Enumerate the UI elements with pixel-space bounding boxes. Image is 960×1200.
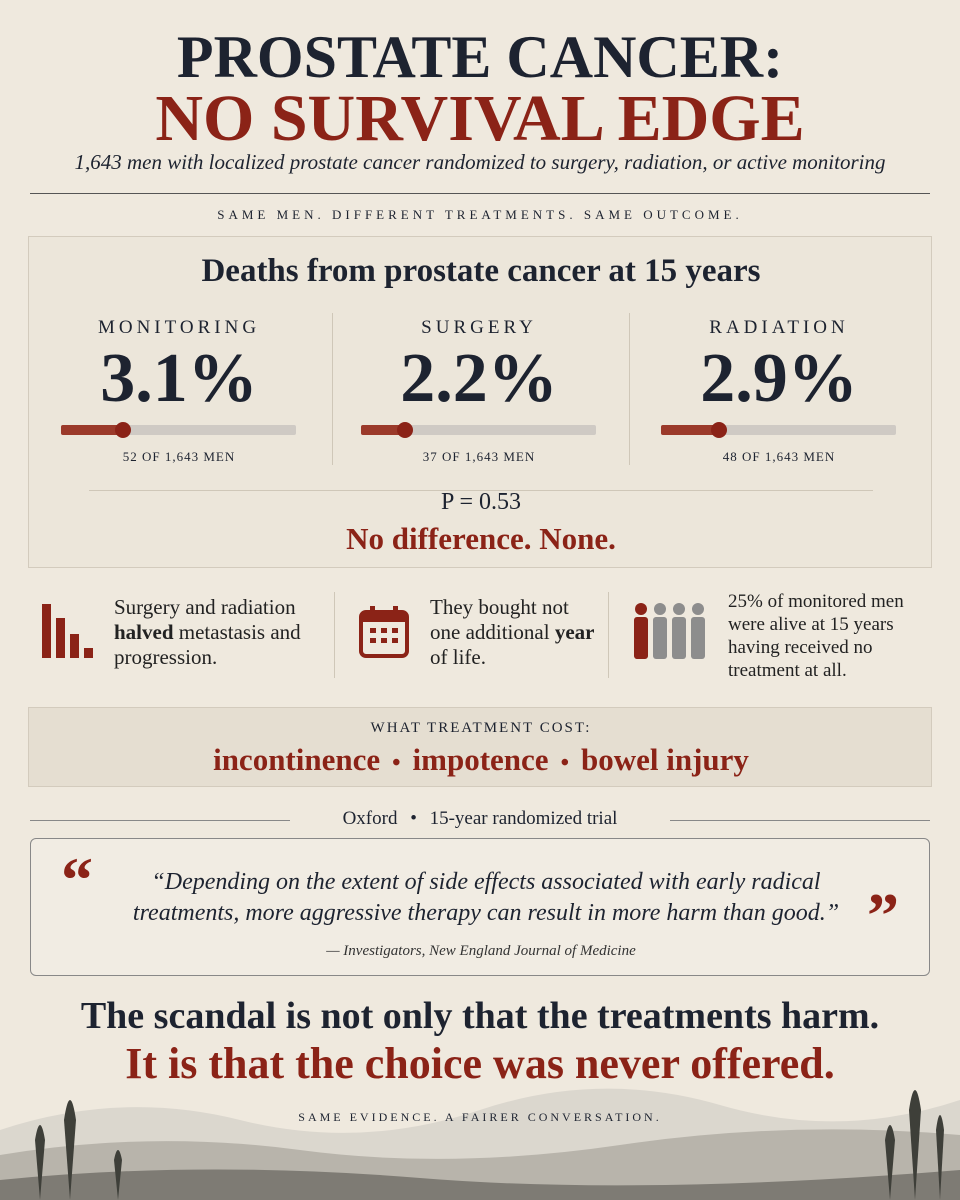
cost-separator: • (560, 750, 569, 776)
quote-attribution: — Investigators, New England Journal of … (326, 943, 636, 959)
bar-icon (42, 604, 93, 658)
divider (30, 193, 930, 194)
group-name: MONITORING (97, 317, 261, 338)
divider (89, 490, 873, 491)
groups: MONITORING 3.1% 52 OF 1,643 MEN SURGERY 2.2%… (29, 311, 933, 471)
fact-emphasis: halved (114, 620, 174, 644)
closing-footer: SAME EVIDENCE. A FAIRER CONVERSATION. (298, 1110, 662, 1124)
separator (332, 313, 333, 465)
title-line-2: NO SURVIVAL EDGE (155, 82, 805, 155)
subtitle: 1,643 men with localized prostate cancer… (74, 150, 886, 174)
source: Oxford • 15-year randomized trial (0, 808, 960, 830)
bar-marker (397, 422, 413, 438)
fact-emphasis: year (554, 620, 595, 644)
separator (334, 592, 335, 678)
quote-close: ” (867, 880, 899, 951)
fact-text: metastasis and progression. (114, 620, 301, 669)
bar-track (61, 422, 296, 438)
fact: They bought not one additional year of l… (430, 595, 595, 670)
fact: Surgery and radiation halved metastasis … (114, 595, 319, 670)
cost-panel: WHAT TREATMENT COST: incontinence • impote… (28, 707, 932, 787)
cost-item: impotence (412, 742, 549, 777)
closing-line-2: It is that the choice was never offered. (125, 1039, 835, 1088)
group-count: 52 OF 1,643 MEN (122, 449, 236, 464)
fact-text: 25% of monitored men were alive at 15 ye… (728, 591, 904, 681)
group-name: RADIATION (709, 317, 849, 338)
people-icon (634, 603, 705, 659)
landscape (0, 1088, 960, 1200)
fact-text: Surgery and radiation (114, 595, 296, 619)
group-count: 48 OF 1,643 MEN (722, 449, 836, 464)
bar-track (361, 422, 596, 438)
cost-item: bowel injury (580, 742, 749, 777)
cost-label: WHAT TREATMENT COST: (370, 720, 592, 736)
verdict: No difference. None. (346, 521, 616, 556)
group-name: SURGERY (421, 317, 537, 338)
group-value: 2.2% (400, 340, 558, 417)
separator (608, 592, 609, 678)
divider (670, 820, 930, 821)
source-name: Oxford (342, 808, 398, 829)
bar (661, 425, 719, 435)
fact: 25% of monitored men were alive at 15 ye… (728, 590, 928, 682)
cost-item: incontinence (213, 742, 381, 777)
closing-line-1: The scandal is not only that the treatme… (80, 995, 880, 1037)
bar-marker (115, 422, 131, 438)
group-count: 37 OF 1,643 MEN (422, 449, 536, 464)
fact-text: They bought not one additional (430, 595, 569, 644)
quote-text: “Depending on the extent of side effects… (132, 869, 840, 926)
bar (361, 425, 405, 435)
bar (61, 425, 123, 435)
divider (30, 820, 290, 821)
deaths-heading: Deaths from prostate cancer at 15 years (201, 253, 761, 289)
cost-separator: • (392, 750, 401, 776)
deaths-panel: Deaths from prostate cancer at 15 years … (28, 236, 932, 568)
fact-text: of life. (430, 645, 486, 669)
quote-panel: “ ” “Depending on the extent of side eff… (30, 838, 930, 976)
cost-items: incontinence • impotence • bowel injury (29, 742, 933, 778)
quote-open: “ (61, 844, 93, 915)
group-value: 2.9% (700, 340, 858, 417)
bar-marker (711, 422, 727, 438)
source-separator: • (410, 808, 417, 829)
tagline: SAME MEN. DIFFERENT TREATMENTS. SAME OUT… (217, 207, 743, 222)
group-value: 3.1% (100, 340, 258, 417)
bar-track (661, 422, 896, 438)
p-value: P = 0.53 (441, 489, 521, 515)
title-line-1: PROSTATE CANCER: (176, 24, 784, 90)
calendar-icon (359, 606, 409, 658)
source-trial: 15-year randomized trial (429, 808, 618, 829)
separator (629, 313, 630, 465)
